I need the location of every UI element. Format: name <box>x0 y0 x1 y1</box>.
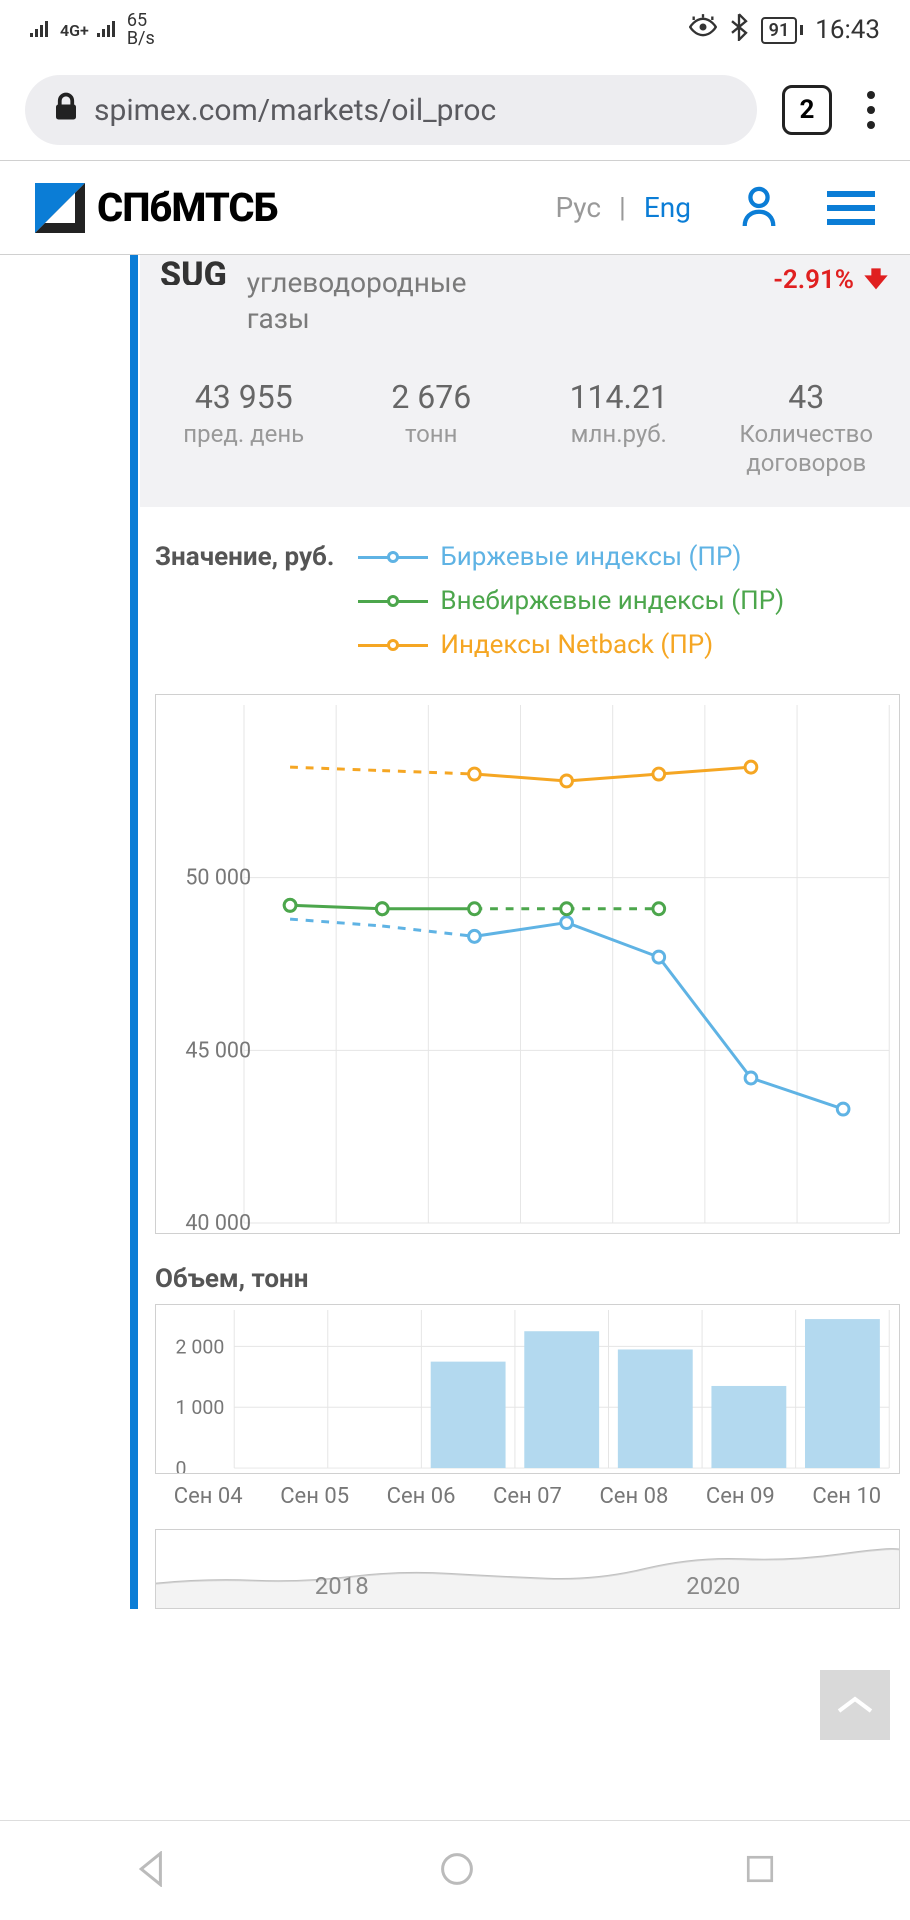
bluetooth-icon <box>729 13 749 47</box>
browser-menu-icon[interactable] <box>857 81 885 139</box>
lang-ru[interactable]: Рус <box>555 191 601 224</box>
signal-icon <box>30 18 52 43</box>
stat-mln-rub: 114.21 млн.руб. <box>525 378 713 478</box>
site-header: СПбМТСБ Рус | Eng <box>0 160 910 255</box>
chevron-up-icon <box>837 1695 873 1715</box>
nav-back-icon[interactable] <box>134 1851 170 1891</box>
user-icon[interactable] <box>741 186 777 230</box>
legend-item-otc[interactable]: Внебиржевые индексы (ПР) <box>358 586 784 616</box>
hamburger-menu-icon[interactable] <box>827 191 875 225</box>
status-left: 4G+ 65 B/s <box>30 12 155 48</box>
svg-text:0: 0 <box>176 1457 187 1473</box>
y-axis-title: Значение, руб. <box>155 542 334 572</box>
nav-home-icon[interactable] <box>439 1851 475 1891</box>
range-selector[interactable]: 2018 2020 <box>155 1529 900 1609</box>
url-text: spimex.com/markets/oil_proc <box>94 93 496 128</box>
svg-text:50 000: 50 000 <box>185 866 251 891</box>
selection-rail <box>130 255 138 1609</box>
battery-icon: 91 <box>761 17 804 44</box>
logo-text: СПбМТСБ <box>97 184 278 231</box>
volume-title: Объем, тонн <box>155 1264 910 1294</box>
stats-row: 43 955 пред. день 2 676 тонн 114.21 млн.… <box>140 358 910 508</box>
arrow-down-icon <box>862 266 890 294</box>
ticker-name: углеводородныегазы <box>247 265 754 338</box>
svg-text:45 000: 45 000 <box>185 1039 251 1064</box>
stat-tons: 2 676 тонн <box>338 378 526 478</box>
net-speed: 65 B/s <box>127 12 155 48</box>
chart-legend: Значение, руб. Биржевые индексы (ПР) Вне… <box>155 542 910 674</box>
legend-item-exchange[interactable]: Биржевые индексы (ПР) <box>358 542 784 572</box>
stat-prev-day: 43 955 пред. день <box>150 378 338 478</box>
stat-contracts: 43 Количество договоров <box>713 378 901 478</box>
nav-recent-icon[interactable] <box>744 1853 776 1889</box>
signal-icon-2 <box>97 18 119 43</box>
ticker-code: SUG <box>160 255 227 285</box>
android-status-bar: 4G+ 65 B/s 91 16:43 <box>0 0 910 60</box>
android-nav-bar <box>0 1820 910 1920</box>
clock: 16:43 <box>815 15 880 45</box>
page-content: SUG углеводородныегазы -2.91% 43 955 пре… <box>0 255 910 1609</box>
url-bar[interactable]: spimex.com/markets/oil_proc <box>25 75 757 145</box>
lock-icon <box>53 92 79 129</box>
lang-separator: | <box>619 191 626 224</box>
tab-switcher[interactable]: 2 <box>782 85 832 135</box>
logo-mark-icon <box>35 183 85 233</box>
ticker-header[interactable]: SUG углеводородныегазы -2.91% <box>140 255 910 358</box>
status-right: 91 16:43 <box>689 13 880 47</box>
svg-text:2 000: 2 000 <box>176 1336 225 1359</box>
range-year: 2020 <box>686 1572 740 1600</box>
main-chart[interactable]: 40 000 45 000 50 000 <box>155 694 900 1234</box>
browser-toolbar: spimex.com/markets/oil_proc 2 <box>0 60 910 160</box>
x-axis-dates: Сен 04 Сен 05 Сен 06 Сен 07 Сен 08 Сен 0… <box>155 1484 900 1509</box>
eye-icon <box>689 13 717 47</box>
svg-text:1 000: 1 000 <box>176 1396 225 1419</box>
range-year: 2018 <box>315 1572 369 1600</box>
legend-item-netback[interactable]: Индексы Netback (ПР) <box>358 630 784 660</box>
ticker-change: -2.91% <box>773 265 890 295</box>
language-switcher: Рус | Eng <box>555 191 691 224</box>
volume-chart[interactable]: 0 1 000 2 000 <box>155 1304 900 1474</box>
lang-en[interactable]: Eng <box>644 191 691 224</box>
scroll-to-top-button[interactable] <box>820 1670 890 1740</box>
site-logo[interactable]: СПбМТСБ <box>35 183 278 233</box>
net-type: 4G+ <box>60 21 89 40</box>
svg-text:40 000: 40 000 <box>185 1211 251 1233</box>
